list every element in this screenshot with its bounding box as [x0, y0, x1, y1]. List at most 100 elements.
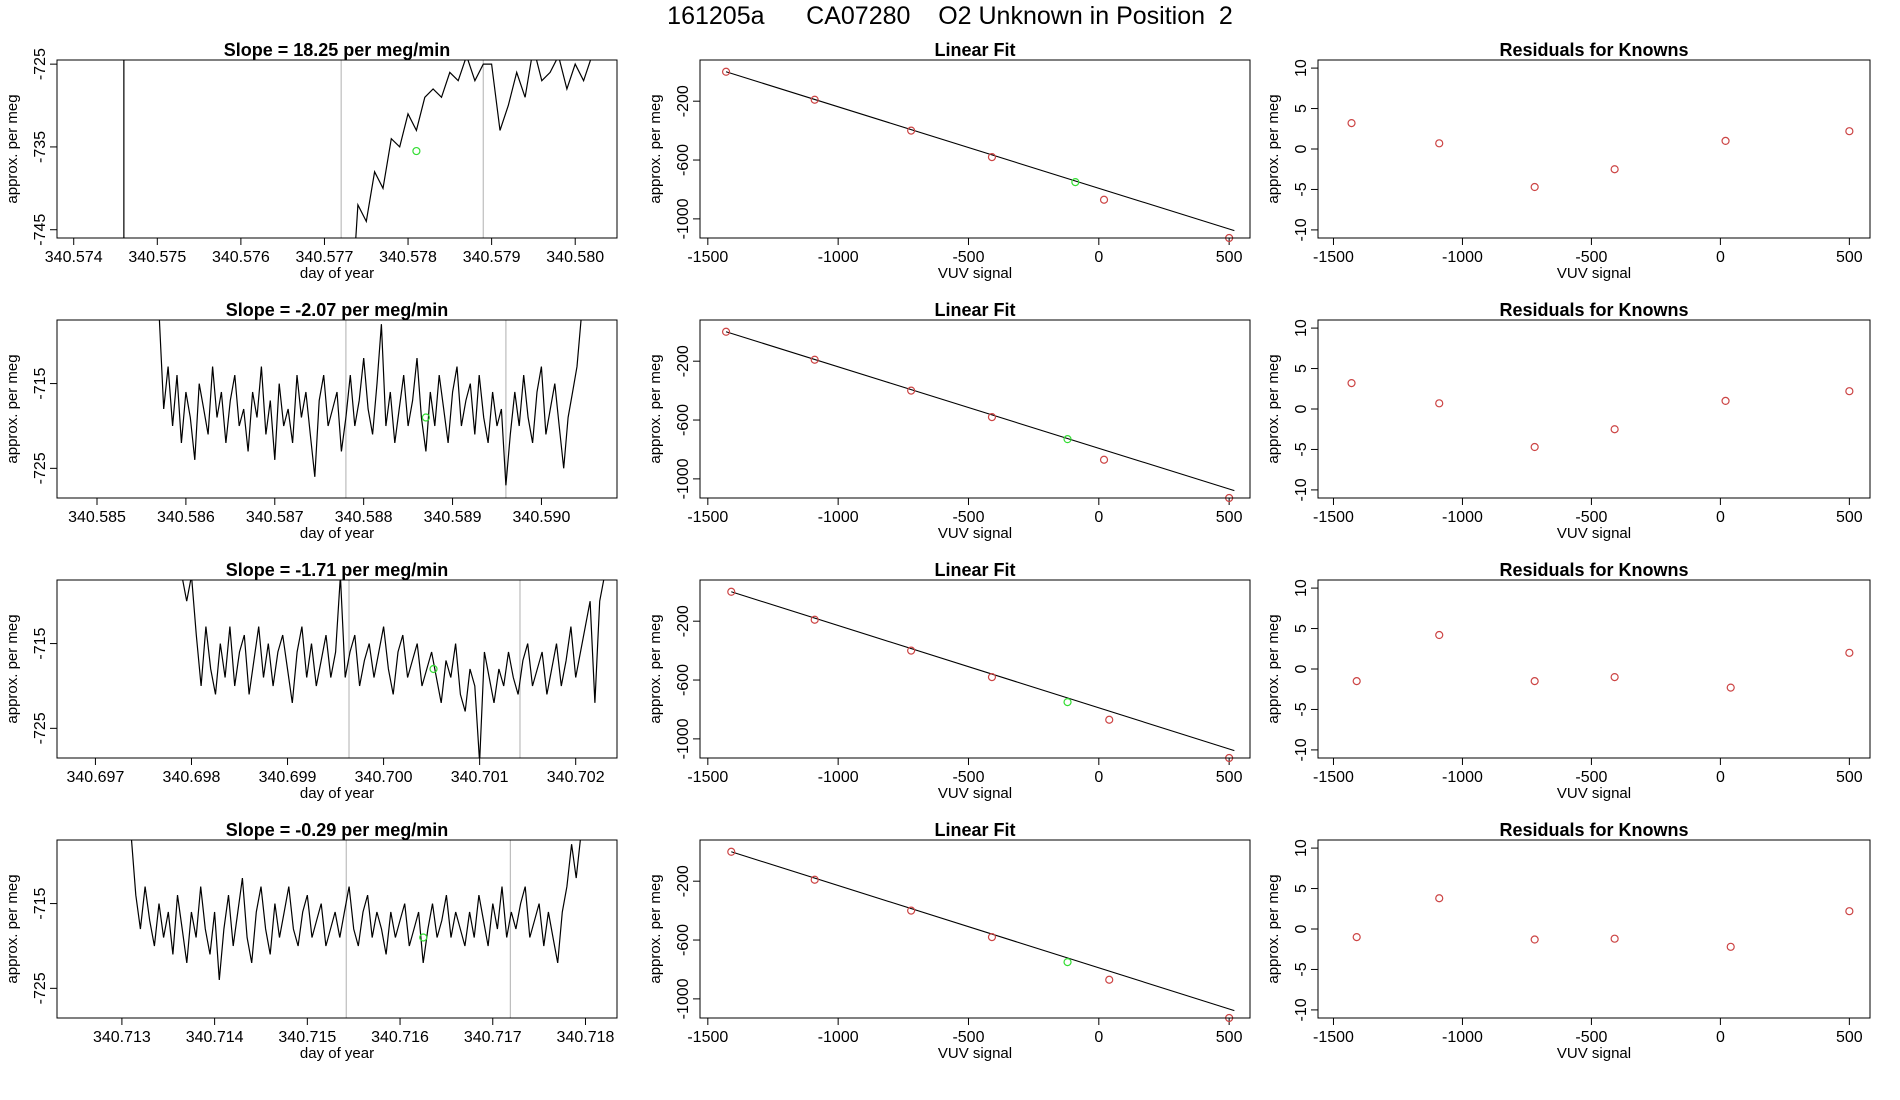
- chart-4-ylabel: approx. per meg: [4, 354, 21, 463]
- chart-6-ytick-label: 0: [1293, 404, 1310, 413]
- chart-12-xlabel: VUV signal: [1557, 1045, 1631, 1062]
- chart-2-xtick-label: -1500: [687, 249, 728, 266]
- chart-3-xtick-label: 500: [1836, 249, 1863, 266]
- chart-9-residual-point: [1352, 677, 1361, 686]
- chart-1-ytick-label: -725: [32, 48, 49, 80]
- chart-1-xtick-label: 340.578: [379, 249, 437, 266]
- chart-4-ytick-label: -715: [32, 367, 49, 399]
- chart-7-ytick-label: -715: [32, 627, 49, 659]
- chart-9-ytick-label: -10: [1293, 738, 1310, 761]
- chart-1-plot-frame: [56, 59, 618, 239]
- chart-6-plot-frame: [1317, 319, 1871, 499]
- chart-3-xlabel: VUV signal: [1557, 265, 1631, 282]
- chart-3-residual-point: [1721, 136, 1730, 146]
- chart-3-residual-point: [1610, 165, 1619, 174]
- chart-5-xtick-label: -1000: [818, 509, 859, 526]
- chart-6-xtick-label: -1000: [1442, 509, 1483, 526]
- chart-8-ytick-label: -600: [675, 664, 692, 696]
- chart-10-unknown-marker: [419, 933, 428, 942]
- chart-3-xtick-label: 0: [1716, 249, 1725, 266]
- chart-11-known-point: [727, 847, 736, 856]
- chart-11-unknown-point: [1063, 957, 1072, 967]
- chart-3-ytick-label: 10: [1293, 59, 1310, 77]
- chart-7-xtick-label: 340.698: [163, 769, 221, 786]
- chart-2-known-point: [907, 126, 916, 135]
- chart-9-residual-point: [1610, 672, 1619, 682]
- chart-10-xlabel: day of year: [300, 1045, 374, 1062]
- chart-5-fit-line: [725, 331, 1235, 492]
- chart-9-residual-point: [1845, 648, 1854, 657]
- chart-8-xlabel: VUV signal: [938, 785, 1012, 802]
- chart-11-title: Linear Fit: [934, 820, 1015, 840]
- chart-8-xtick-label: 500: [1216, 769, 1243, 786]
- chart-12-residual-point: [1530, 935, 1539, 944]
- chart-1-xtick-label: 340.576: [212, 249, 270, 266]
- chart-8-known-point: [727, 587, 736, 596]
- chart-6-residual-point: [1610, 425, 1619, 434]
- chart-9-ylabel: approx. per meg: [1265, 614, 1282, 723]
- chart-2-ytick-label: -1000: [675, 198, 692, 239]
- chart-8-xtick-label: -1000: [818, 769, 859, 786]
- chart-11-fit-line: [731, 851, 1235, 1012]
- chart-12-residual-point: [1726, 942, 1735, 951]
- chart-4-xlabel: day of year: [300, 525, 374, 542]
- chart-6-ytick-label: -10: [1293, 478, 1310, 501]
- chart-1-ytick-label: -745: [32, 214, 49, 246]
- chart-1-series-line: [355, 60, 592, 238]
- chart-4-unknown-marker: [421, 413, 430, 422]
- chart-4-plot-frame: [56, 319, 618, 499]
- chart-6-title: Residuals for Knowns: [1499, 300, 1688, 320]
- chart-6-residual-point: [1530, 442, 1539, 452]
- chart-2-xtick-label: 500: [1216, 249, 1243, 266]
- chart-12-xtick-label: -1500: [1313, 1029, 1354, 1046]
- chart-2-plot-frame: [699, 59, 1251, 239]
- chart-3-ytick-label: -5: [1293, 182, 1310, 196]
- chart-6-xtick-label: -1500: [1313, 509, 1354, 526]
- chart-6-ylabel: approx. per meg: [1265, 354, 1282, 463]
- chart-7-unknown-marker: [429, 664, 438, 674]
- chart-10-xtick-label: 340.718: [557, 1029, 615, 1046]
- chart-9-ytick-label: 5: [1293, 624, 1310, 633]
- chart-9-xtick-label: 0: [1716, 769, 1725, 786]
- chart-11-known-point: [907, 906, 916, 915]
- chart-9-title: Residuals for Knowns: [1499, 560, 1688, 580]
- chart-10-ytick-label: -715: [32, 887, 49, 919]
- chart-9-residual-point: [1530, 677, 1539, 686]
- chart-1-xtick-label: 340.577: [296, 249, 354, 266]
- chart-2-ytick-label: -200: [675, 85, 692, 117]
- chart-4-title: Slope = -2.07 per meg/min: [226, 300, 449, 320]
- chart-6-residual-point: [1347, 379, 1356, 388]
- chart-5-title: Linear Fit: [934, 300, 1015, 320]
- chart-7-series-line: [182, 580, 605, 758]
- chart-2-title: Linear Fit: [934, 40, 1015, 60]
- chart-1-title: Slope = 18.25 per meg/min: [224, 40, 451, 60]
- chart-3-xtick-label: -1000: [1442, 249, 1483, 266]
- chart-12-ytick-label: 5: [1293, 884, 1310, 893]
- chart-2-xlabel: VUV signal: [938, 265, 1012, 282]
- chart-8-title: Linear Fit: [934, 560, 1015, 580]
- chart-8-ylabel: approx. per meg: [647, 614, 664, 723]
- chart-12-ylabel: approx. per meg: [1265, 874, 1282, 983]
- chart-12-ytick-label: 10: [1293, 839, 1310, 857]
- chart-1-xlabel: day of year: [300, 265, 374, 282]
- chart-9-ytick-label: 0: [1293, 664, 1310, 673]
- chart-1-unknown-marker: [412, 146, 421, 156]
- chart-1-xtick-label: 340.574: [45, 249, 103, 266]
- chart-1-xtick-label: 340.575: [128, 249, 186, 266]
- chart-12-ytick-label: -10: [1293, 998, 1310, 1021]
- figure-title: 161205a CA07280 O2 Unknown in Position 2: [667, 2, 1233, 30]
- chart-11-xlabel: VUV signal: [938, 1045, 1012, 1062]
- chart-8-known-point: [907, 646, 916, 655]
- chart-6-residual-point: [1435, 399, 1444, 408]
- chart-12-xtick-label: 0: [1716, 1029, 1725, 1046]
- chart-7-xtick-label: 340.697: [67, 769, 125, 786]
- chart-1-ylabel: approx. per meg: [4, 94, 21, 203]
- chart-12-residual-point: [1352, 932, 1361, 942]
- chart-5-known-point: [987, 412, 997, 422]
- chart-12-ytick-label: -5: [1293, 962, 1310, 976]
- chart-2-known-point: [810, 95, 819, 104]
- chart-6-ytick-label: 5: [1293, 364, 1310, 373]
- chart-6-xtick-label: -500: [1575, 509, 1607, 526]
- chart-11-ytick-label: -1000: [675, 978, 692, 1019]
- chart-4-xtick-label: 340.586: [157, 509, 215, 526]
